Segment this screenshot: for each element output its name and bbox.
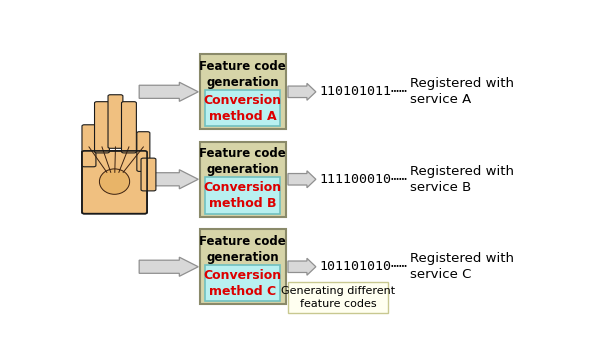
FancyBboxPatch shape: [82, 151, 147, 214]
Polygon shape: [139, 170, 198, 189]
Text: 101101010⋯⋯: 101101010⋯⋯: [319, 260, 407, 273]
FancyBboxPatch shape: [205, 178, 280, 214]
FancyBboxPatch shape: [82, 125, 96, 167]
FancyBboxPatch shape: [288, 282, 388, 313]
FancyBboxPatch shape: [141, 158, 156, 191]
Text: Registered with
service A: Registered with service A: [410, 77, 514, 106]
Text: Feature code
generation: Feature code generation: [199, 60, 286, 89]
Text: Generating different
feature codes: Generating different feature codes: [281, 286, 395, 309]
Text: Conversion
method B: Conversion method B: [203, 181, 281, 210]
Text: Conversion
method C: Conversion method C: [203, 268, 281, 297]
Polygon shape: [139, 257, 198, 276]
FancyBboxPatch shape: [200, 54, 286, 129]
FancyBboxPatch shape: [95, 102, 109, 153]
Polygon shape: [288, 258, 316, 275]
Polygon shape: [288, 171, 316, 188]
Text: Feature code
generation: Feature code generation: [199, 147, 286, 176]
Text: Registered with
service C: Registered with service C: [410, 252, 514, 281]
Text: Conversion
method A: Conversion method A: [203, 94, 281, 122]
FancyBboxPatch shape: [121, 102, 136, 153]
FancyBboxPatch shape: [108, 95, 123, 148]
Text: 110101011⋯⋯: 110101011⋯⋯: [319, 85, 407, 98]
Text: Feature code
generation: Feature code generation: [199, 235, 286, 264]
FancyBboxPatch shape: [200, 229, 286, 304]
FancyBboxPatch shape: [205, 265, 280, 301]
Text: Registered with
service B: Registered with service B: [410, 165, 514, 194]
Polygon shape: [288, 83, 316, 100]
Ellipse shape: [100, 169, 130, 194]
Text: 111100010⋯⋯: 111100010⋯⋯: [319, 173, 407, 186]
Polygon shape: [139, 82, 198, 102]
FancyBboxPatch shape: [205, 90, 280, 126]
FancyBboxPatch shape: [200, 142, 286, 217]
FancyBboxPatch shape: [137, 132, 150, 171]
